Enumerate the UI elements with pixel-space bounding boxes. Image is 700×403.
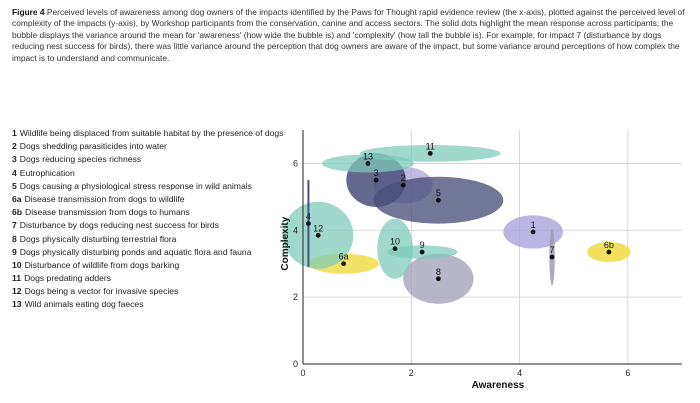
point-label-6a: 6a (339, 252, 349, 262)
mean-dot-11 (427, 151, 433, 156)
y-axis-title: Complexity (280, 216, 291, 270)
mean-dot-1 (530, 229, 536, 235)
y-tick-label: 4 (293, 225, 298, 235)
mean-dot-2 (400, 182, 406, 188)
legend-item-5: 5 Dogs causing a physiological stress res… (12, 180, 292, 193)
mean-dot-12 (315, 232, 321, 238)
mean-dot-10 (392, 246, 398, 252)
point-label-1: 1 (531, 220, 536, 230)
figure-label: Figure 4 (12, 7, 45, 17)
legend-item-label: Dogs predating adders (24, 273, 112, 284)
x-axis-title: Awareness (472, 380, 525, 391)
legend-item-2: 2 Dogs shedding parasiticides into water (12, 140, 292, 153)
legend-item-id: 8 (12, 233, 17, 244)
legend-item-label: Wild animals eating dog faeces (24, 299, 144, 310)
legend-item-9: 9 Dogs physically disturbing ponds and aq… (12, 246, 292, 259)
mean-dot-3 (373, 177, 379, 183)
caption-text: Perceived levels of awareness among dog … (12, 7, 685, 63)
mean-dot-9 (419, 249, 425, 255)
point-label-13: 13 (363, 151, 373, 161)
legend-item-1: 1 Wildlife being displaced from suitable … (12, 127, 292, 140)
legend-item-7: 7 Disturbance by dogs reducing nest succe… (12, 219, 292, 232)
legend-item-6a: 6a Disease transmission from dogs to wild… (12, 193, 292, 206)
mean-dot-7 (549, 254, 555, 260)
point-label-12: 12 (313, 223, 323, 233)
y-tick-label: 6 (293, 158, 298, 168)
legend-item-10: 10 Disturbance of wildlife from dogs bark… (12, 259, 292, 272)
legend-item-label: Dogs shedding parasiticides into water (19, 141, 167, 152)
mean-dot-4 (306, 221, 311, 227)
legend-item-label: Disease transmission from dogs to humans (25, 207, 190, 218)
x-tick-label: 2 (409, 368, 414, 378)
legend-item-label: Dogs reducing species richness (19, 154, 142, 165)
y-tick-label: 0 (293, 359, 298, 369)
legend-item-8: 8 Dogs physically disturbing terrestrial … (12, 233, 292, 246)
legend-item-id: 6b (12, 207, 23, 218)
legend-item-label: Wildlife being displaced from suitable h… (19, 128, 284, 138)
point-label-7: 7 (550, 245, 555, 255)
legend-item-id: 12 (12, 286, 22, 297)
x-tick-label: 4 (517, 368, 522, 378)
point-label-10: 10 (390, 237, 400, 247)
legend-item-label: Eutrophication (19, 167, 75, 178)
legend-item-id: 13 (12, 299, 22, 310)
legend-item-id: 11 (12, 273, 22, 284)
y-tick-label: 2 (293, 292, 298, 302)
point-label-8: 8 (436, 267, 441, 277)
mean-dot-6b (606, 249, 612, 255)
point-label-6b: 6b (604, 240, 614, 250)
legend-item-id: 3 (12, 154, 17, 165)
legend-item-13: 13 Wild animals eating dog faeces (12, 298, 292, 311)
legend-item-id: 9 (12, 246, 17, 257)
legend-item-id: 4 (12, 167, 17, 178)
mean-dot-8 (435, 276, 441, 282)
point-label-9: 9 (420, 240, 425, 250)
legend-item-6b: 6b Disease transmission from dogs to huma… (12, 206, 292, 219)
point-label-2: 2 (401, 173, 406, 183)
mean-dot-5 (435, 197, 441, 203)
point-label-11: 11 (426, 141, 435, 151)
legend-item-4: 4 Eutrophication (12, 167, 292, 180)
mean-dot-6a (341, 261, 347, 267)
point-label-4: 4 (306, 212, 311, 222)
mean-dot-13 (365, 161, 371, 166)
point-label-3: 3 (374, 168, 379, 178)
legend-item-id: 5 (12, 180, 17, 191)
legend-item-11: 11 Dogs predating adders (12, 272, 292, 285)
x-tick-label: 0 (300, 368, 305, 378)
legend-item-label: Disease transmission from dogs to wildli… (24, 193, 185, 204)
legend-item-label: Dogs being a vector for invasive species (24, 286, 179, 297)
x-tick-label: 6 (625, 368, 630, 378)
legend-item-id: 6a (12, 193, 22, 204)
legend-item-12: 12 Dogs being a vector for invasive speci… (12, 285, 292, 298)
legend-item-label: Disturbance by dogs reducing nest succes… (19, 220, 219, 231)
legend-item-label: Disturbance of wildlife from dogs barkin… (24, 259, 180, 270)
point-label-5: 5 (436, 188, 441, 198)
legend-item-3: 3 Dogs reducing species richness (12, 153, 292, 166)
axes: 0 2 4 6 0 2 4 6 Awareness Complexity (280, 130, 682, 391)
bubbles (282, 145, 631, 304)
legend-item-id: 1 (12, 128, 17, 138)
legend-item-id: 7 (12, 220, 17, 231)
legend-item-label: Dogs causing a physiological stress resp… (19, 180, 252, 191)
figure-caption: Figure 4 Perceived levels of awareness a… (12, 7, 688, 64)
legend-item-label: Dogs physically disturbing terrestrial f… (19, 233, 177, 244)
legend-item-label: Dogs physically disturbing ponds and aqu… (19, 246, 252, 257)
legend-item-id: 10 (12, 259, 22, 270)
impact-legend: 1 Wildlife being displaced from suitable … (12, 127, 292, 312)
legend-item-id: 2 (12, 141, 17, 152)
